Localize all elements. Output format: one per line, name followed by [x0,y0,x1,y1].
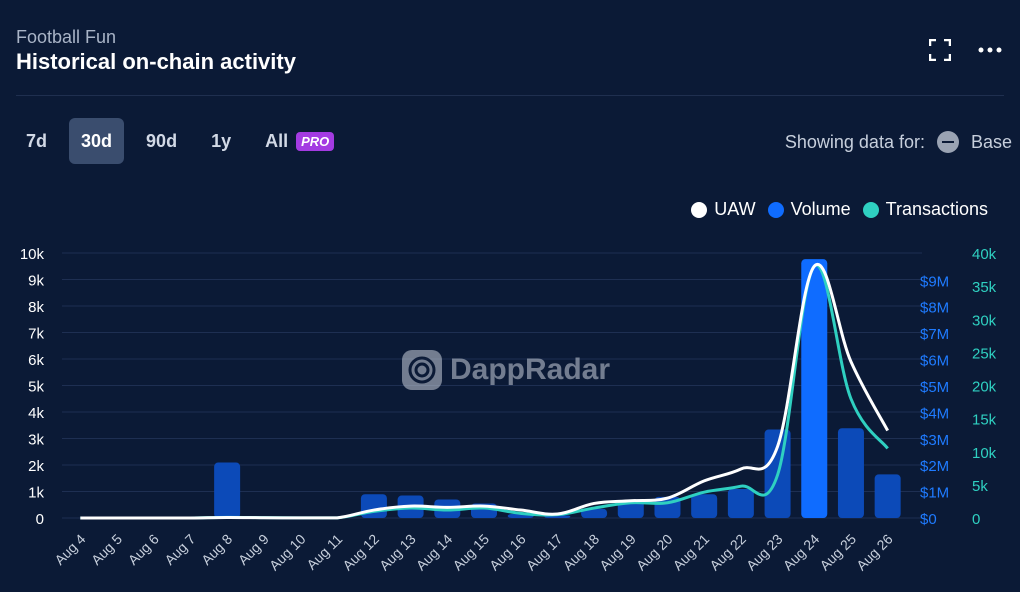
header-actions [928,38,1002,62]
x-axis-tick: Aug 7 [161,531,198,568]
dapp-name: Football Fun [16,27,117,47]
legend-uaw-label: UAW [714,199,756,219]
header-divider [16,95,1004,96]
x-axis-tick: Aug 14 [413,531,456,574]
x-axis-tick: Aug 24 [780,531,823,574]
expand-icon[interactable] [928,38,952,62]
volume-axis-tick: $8M [920,300,949,317]
x-axis-tick: Aug 19 [596,531,639,574]
x-axis-tick: Aug 26 [853,531,896,574]
volume-axis-tick: $2M [920,458,949,475]
volume-axis-tick: $4M [920,405,949,422]
legend-uaw[interactable]: UAW [691,199,756,220]
x-axis-tick: Aug 23 [743,531,786,574]
volume-axis-tick: $7M [920,326,949,343]
watermark-text: DappRadar [450,353,611,386]
base-chain-icon [936,131,959,153]
tab-30d[interactable]: 30d [69,118,125,164]
uaw-axis-tick: 1k [28,485,44,502]
dappradar-logo-icon [402,350,442,390]
uaw-line [80,262,889,520]
x-axis-tick: Aug 25 [816,531,859,574]
uaw-axis-tick: 4k [28,405,44,422]
transactions-axis-tick: 35k [972,279,997,296]
tab-1y[interactable]: 1y [211,130,232,151]
volume-axis-tick: $5M [920,379,949,396]
chart-legend: UAW Volume Transactions [691,199,988,220]
x-axis-tick: Aug 8 [198,531,235,568]
x-axis-tick: Aug 15 [449,531,492,574]
uaw-axis-tick: 3k [28,432,44,449]
transactions-axis-tick: 20k [972,379,997,396]
uaw-axis-tick: 7k [28,326,44,343]
tab-90d[interactable]: 90d [146,130,178,151]
x-axis-tick: Aug 4 [51,531,88,568]
legend-transactions-dot [862,201,879,218]
legend-volume[interactable]: Volume [767,199,851,220]
uaw-axis-tick: 2k [28,458,44,475]
transactions-axis-tick: 15k [972,412,997,429]
x-axis-tick: Aug 10 [266,531,309,574]
x-axis-tick: Aug 18 [560,531,603,574]
volume-bar [727,488,754,518]
transactions-axis-tick: 10k [972,445,997,462]
chain-selector[interactable]: Showing data for: Base [785,131,1012,153]
volume-bar [691,494,718,518]
x-axis-tick: Aug 22 [706,531,749,574]
x-axis-tick: Aug 17 [523,531,566,574]
x-axis-tick: Aug 11 [303,531,345,573]
transactions-axis-tick: 25k [972,345,997,362]
legend-transactions[interactable]: Transactions [862,199,988,220]
volume-axis-tick: $0 [920,511,937,528]
chart-title: Historical on-chain activity [16,49,296,74]
tab-all-label: All [265,130,289,151]
volume-axis-tick: $3M [920,432,949,449]
uaw-axis-tick: 9k [28,273,44,290]
legend-uaw-dot [691,201,708,218]
volume-bar [874,474,901,518]
uaw-axis-tick: 0 [36,511,44,528]
x-axis-tick: Aug 21 [670,531,713,574]
volume-bar [801,259,828,518]
transactions-axis-tick: 5k [972,478,988,495]
uaw-axis-tick: 5k [28,379,44,396]
volume-axis-tick: $6M [920,353,949,370]
x-axis-tick: Aug 6 [125,531,162,568]
x-axis-tick: Aug 20 [633,531,676,574]
uaw-axis-tick: 8k [28,299,44,316]
transactions-axis-tick: 40k [972,246,997,263]
dappradar-watermark: DappRadar [402,350,610,390]
volume-bar [837,428,864,518]
x-axis-tick: Aug 5 [88,531,125,568]
uaw-axis-tick: 6k [28,352,44,369]
legend-transactions-label: Transactions [885,199,988,219]
chain-name: Base [970,131,1012,152]
legend-volume-label: Volume [790,199,851,219]
tab-all[interactable]: All PRO [253,118,346,164]
volume-axis-tick: $9M [920,273,949,290]
showing-label: Showing data for: [784,131,925,152]
transactions-axis-tick: 30k [972,312,997,329]
x-axis-tick: Aug 16 [486,531,529,574]
volume-bar [214,462,241,518]
pro-badge: PRO [296,131,335,151]
volume-bar [581,508,608,518]
transactions-axis-tick: 0 [972,511,980,528]
x-axis-tick: Aug 13 [376,531,419,574]
chart-header: Football Fun Historical on-chain activit… [16,26,296,75]
x-axis-tick: Aug 12 [339,531,382,574]
tab-7d[interactable]: 7d [26,130,48,151]
time-range-tabs: 7d 30d 90d 1y All PRO [14,118,356,164]
legend-volume-dot [767,201,784,218]
volume-bar [617,500,644,518]
more-icon[interactable] [978,38,1002,62]
volume-axis-tick: $1M [920,485,949,502]
uaw-axis-tick: 10k [20,246,45,263]
